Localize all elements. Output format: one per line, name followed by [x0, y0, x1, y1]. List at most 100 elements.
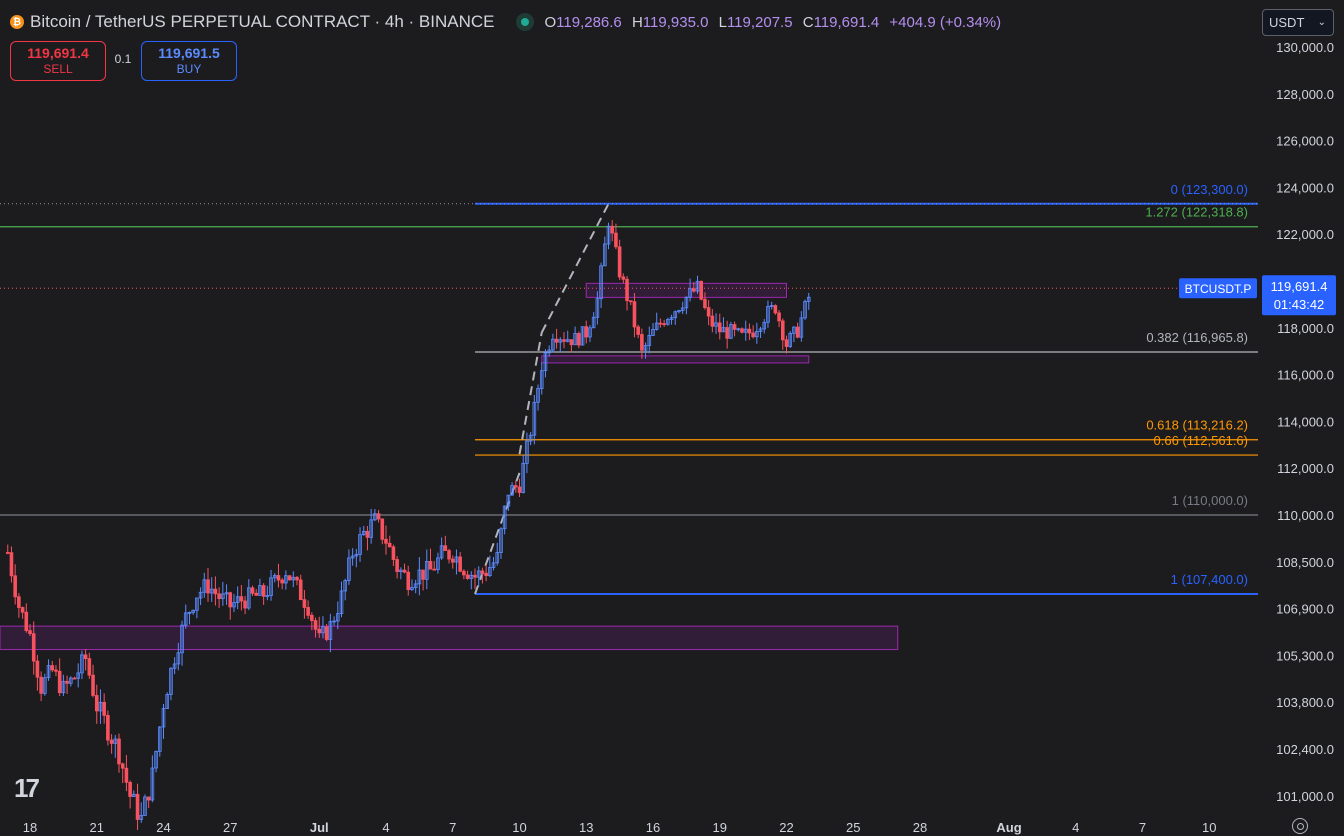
- candle: [132, 793, 136, 797]
- candle: [180, 624, 184, 654]
- candle: [591, 316, 596, 329]
- candle: [725, 327, 729, 339]
- candle: [543, 352, 548, 372]
- candle: [729, 324, 733, 339]
- candle: [157, 726, 162, 752]
- candle: [706, 307, 711, 317]
- time-tick-label: 4: [1072, 820, 1079, 835]
- candle: [424, 560, 429, 580]
- buy-button[interactable]: 119,691.5 BUY: [141, 41, 237, 81]
- candle: [602, 243, 607, 267]
- candle: [169, 667, 173, 695]
- candle: [395, 559, 399, 572]
- trend-line: [540, 203, 610, 333]
- trend-line: [474, 472, 521, 595]
- fib-label: 1.272 (122,318.8): [1145, 205, 1248, 220]
- candle: [391, 546, 396, 560]
- candle: [780, 320, 785, 341]
- candle: [365, 530, 370, 538]
- candle: [710, 315, 715, 327]
- price-tick-label: 106,900.0: [1276, 602, 1334, 617]
- candle: [280, 579, 284, 584]
- candle: [740, 328, 744, 333]
- time-tick-label: Aug: [996, 820, 1021, 835]
- currency-select[interactable]: USDT ⌄: [1262, 9, 1334, 36]
- candle: [310, 614, 314, 621]
- quantity-field[interactable]: 0.1: [114, 52, 132, 66]
- candle: [610, 225, 615, 234]
- bitcoin-icon: ₿: [10, 15, 24, 29]
- candle: [287, 575, 292, 581]
- candle: [517, 486, 522, 493]
- fib-label: 0 (123,300.0): [1171, 182, 1248, 197]
- candle: [443, 545, 448, 551]
- candle: [447, 550, 451, 560]
- price-tick-label: 103,800.0: [1276, 695, 1334, 710]
- candle: [261, 585, 266, 597]
- candle: [769, 305, 774, 307]
- candle: [54, 669, 58, 672]
- candle: [83, 654, 88, 660]
- candle: [187, 612, 192, 614]
- candle: [195, 597, 199, 611]
- candle: [213, 588, 218, 595]
- candle: [109, 739, 114, 744]
- candle: [172, 663, 177, 669]
- candle: [684, 296, 689, 309]
- candle: [324, 626, 329, 640]
- candle: [788, 332, 793, 347]
- candle: [803, 301, 807, 319]
- candle: [43, 677, 47, 694]
- candle: [662, 323, 666, 326]
- candle: [402, 569, 407, 573]
- settings-gear-icon[interactable]: [1292, 818, 1308, 834]
- candle: [50, 665, 55, 671]
- candle: [139, 815, 144, 820]
- countdown-label: 01:43:42: [1274, 297, 1325, 312]
- candle: [658, 322, 663, 325]
- candle: [284, 575, 288, 584]
- candle: [573, 333, 577, 346]
- candle: [755, 331, 759, 338]
- time-tick-label: 7: [449, 820, 456, 835]
- time-tick-label: 13: [579, 820, 593, 835]
- candle: [751, 332, 755, 338]
- candle: [254, 592, 259, 596]
- candle: [369, 519, 373, 538]
- candle: [246, 587, 251, 609]
- candle: [106, 714, 110, 741]
- symbol-title[interactable]: Bitcoin / TetherUS PERPETUAL CONTRACT · …: [30, 12, 495, 31]
- price-change: +404.9 (+0.34%): [889, 13, 1002, 31]
- price-tick-label: 114,000.0: [1277, 414, 1334, 429]
- candle: [565, 339, 570, 342]
- time-tick-label: 10: [512, 820, 526, 835]
- candle: [651, 329, 655, 336]
- time-tick-label: 10: [1202, 820, 1216, 835]
- candle: [406, 571, 411, 590]
- price-tick-label: 126,000.0: [1276, 134, 1334, 149]
- candle: [673, 311, 678, 319]
- price-tick-label: 130,000.0: [1276, 40, 1334, 55]
- time-tick-label: Jul: [310, 820, 329, 835]
- candle: [321, 626, 325, 634]
- candle: [699, 280, 704, 300]
- tradingview-logo-icon[interactable]: 17: [14, 773, 40, 803]
- candle: [654, 322, 659, 330]
- candle: [128, 781, 132, 797]
- candle: [143, 796, 147, 816]
- candle: [484, 572, 488, 576]
- candle: [183, 612, 188, 626]
- candle: [291, 576, 296, 581]
- candle: [328, 621, 333, 640]
- candle: [643, 345, 648, 351]
- candle: [580, 326, 585, 346]
- fib-label: 0.66 (112,561.6): [1154, 433, 1248, 448]
- candles: [5, 220, 811, 830]
- candle: [335, 613, 340, 622]
- trend-lines: [474, 203, 610, 595]
- zone-box: [0, 625, 899, 651]
- candle: [628, 300, 633, 303]
- candle: [510, 485, 514, 496]
- sell-button[interactable]: 119,691.4 SELL: [10, 41, 106, 81]
